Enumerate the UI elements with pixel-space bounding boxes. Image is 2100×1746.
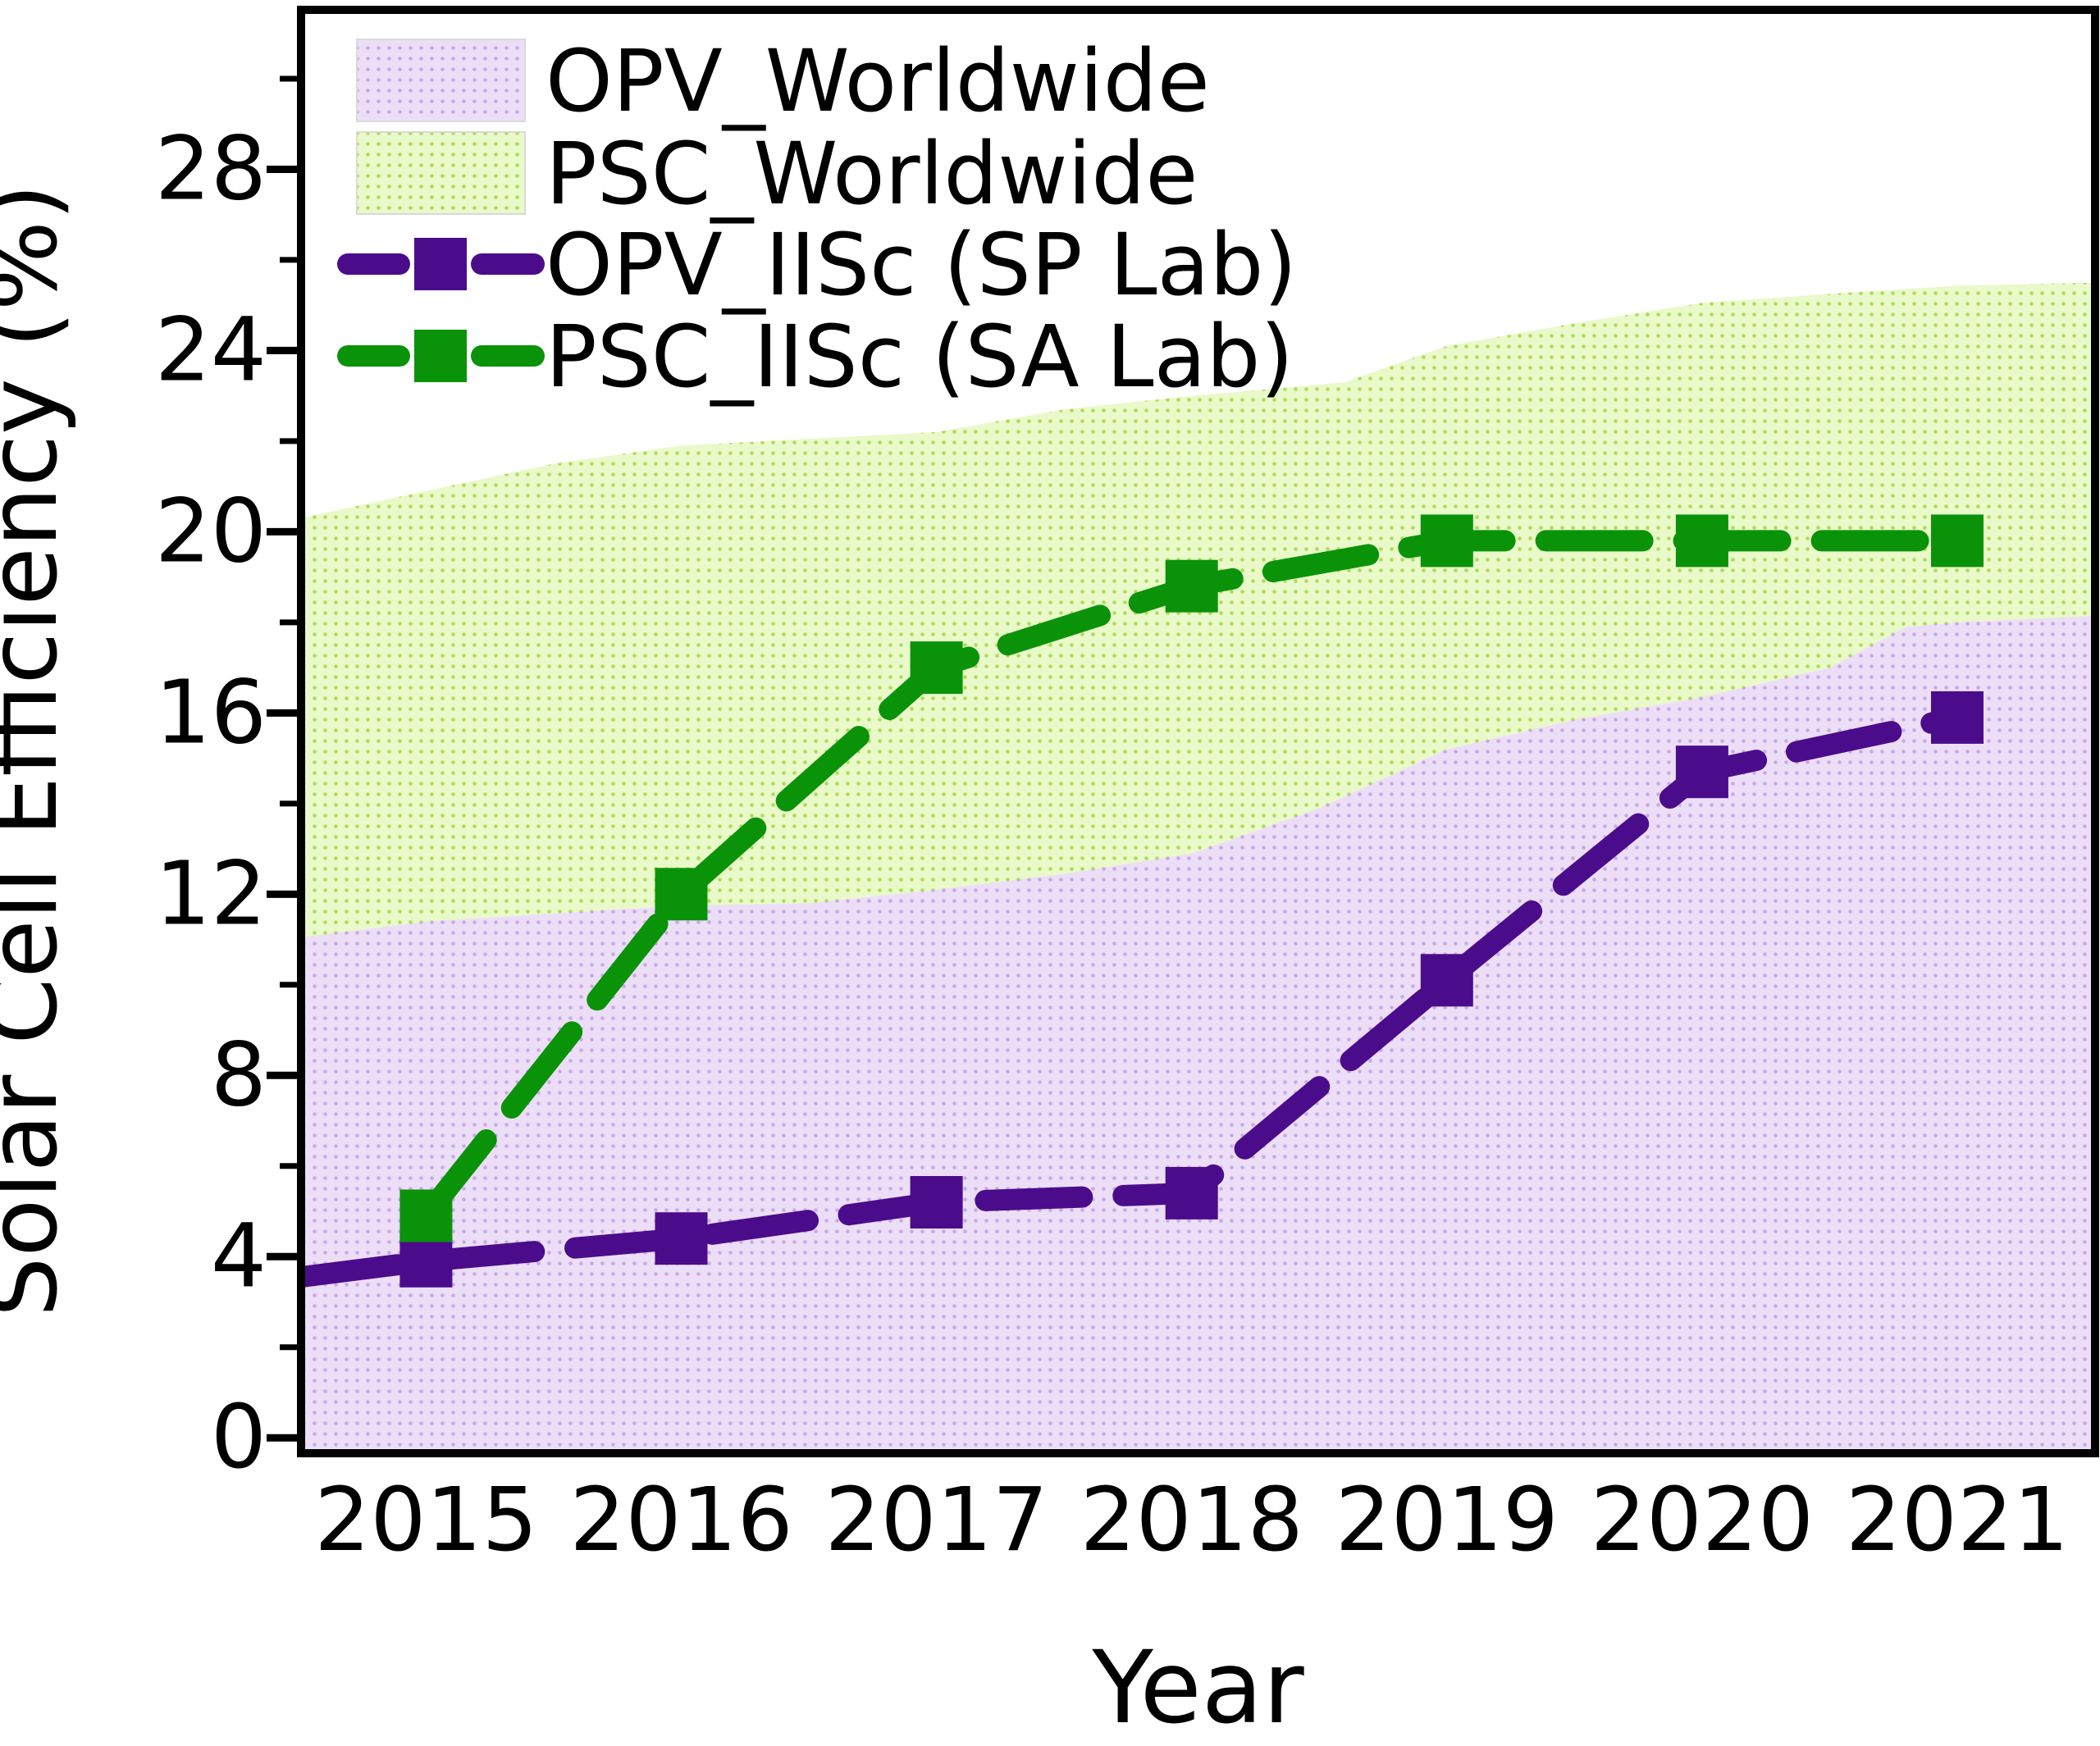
data-point [655,1212,708,1265]
y-tick-label: 0 [211,1387,267,1488]
x-tick-label: 2015 [314,1470,537,1571]
y-tick-label: 16 [155,662,267,764]
x-tick-label: 2017 [824,1470,1048,1571]
y-tick-label: 28 [155,118,267,220]
x-tick-label: 2016 [569,1470,792,1571]
y-tick-label: 12 [155,843,267,945]
data-point [399,1234,453,1288]
legend-swatch-opv-worldwide [356,39,526,122]
data-point [1675,745,1728,799]
x-tick-label: 2020 [1591,1470,1814,1571]
data-point [1420,514,1473,568]
data-point [655,868,708,921]
y-tick-label: 20 [155,481,267,582]
legend-item-opv-worldwide: OPV_Worldwide [356,31,1210,131]
legend-item-psc-worldwide: PSC_Worldwide [356,124,1198,224]
x-tick-label: 2019 [1335,1470,1559,1571]
legend-item-opv-iisc-sp-lab-: OPV_IISc (SP Lab) [337,215,1297,315]
data-point [1165,1166,1218,1219]
legend-label-psc-iisc-sa-lab-: PSC_IISc (SA Lab) [546,307,1294,407]
plot-area [301,282,2095,1453]
data-point [910,641,963,695]
y-tick-label: 4 [211,1206,267,1307]
legend-label-opv-iisc-sp-lab-: OPV_IISc (SP Lab) [546,215,1297,315]
legend-label-psc-worldwide: PSC_Worldwide [546,124,1198,224]
y-axis-title: Solar Cell Efficiency (%) [0,184,79,1318]
x-tick-label: 2021 [1846,1470,2069,1571]
markers-psc-iisc-sa-lab- [399,514,1984,1242]
data-point [1420,954,1473,1007]
data-point [910,1176,963,1229]
data-point [1931,691,1984,744]
data-point [1165,559,1218,613]
x-axis-title: Year [1091,1630,1304,1746]
y-tick-label: 24 [155,299,267,401]
data-point [1675,514,1728,568]
data-point [399,1189,453,1242]
legend-item-psc-iisc-sa-lab-: PSC_IISc (SA Lab) [337,307,1294,407]
y-tick-label: 8 [211,1024,267,1126]
legend-label-opv-worldwide: OPV_Worldwide [546,31,1210,131]
line-opv-iisc-sp-lab- [301,706,1968,1288]
legend-marker-psc-iisc-sa-lab- [414,330,467,382]
legend-marker-opv-iisc-sp-lab- [414,238,467,290]
markers-opv-iisc-sp-lab- [399,691,1984,1288]
plot-frame [297,6,2099,1457]
legend-swatch-psc-worldwide [356,131,526,215]
data-point [1931,514,1984,568]
x-tick-label: 2018 [1080,1470,1303,1571]
